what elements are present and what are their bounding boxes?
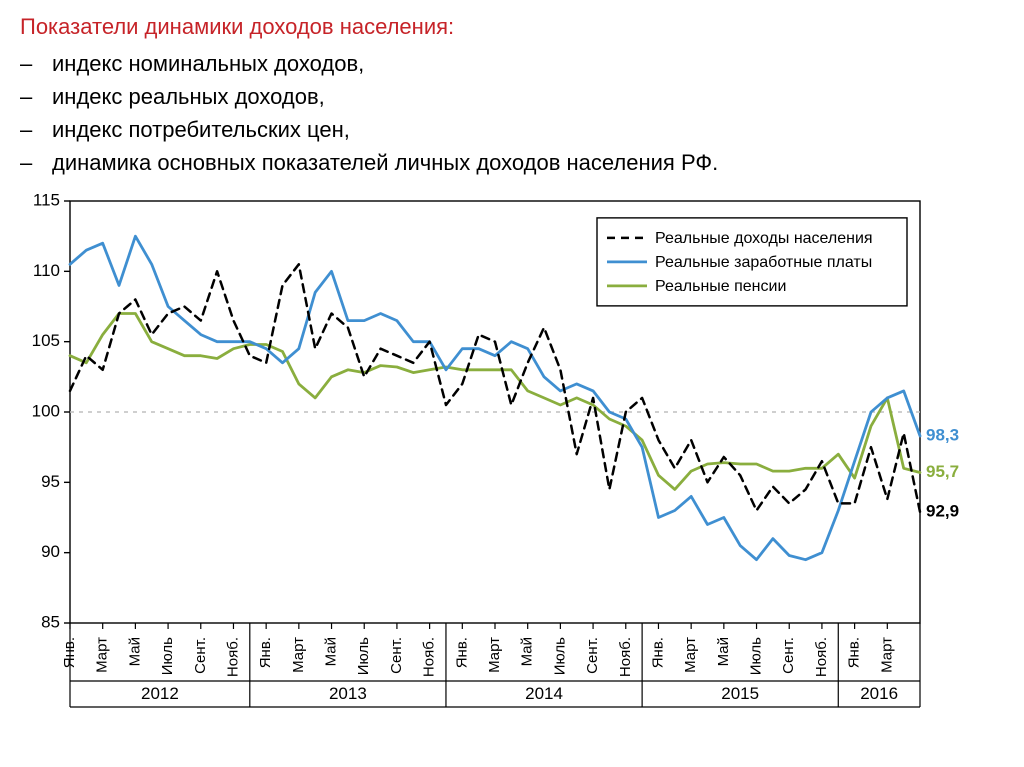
svg-text:Март: Март [290,637,307,673]
income-dynamics-chart: 85 90 95 100 105 110 115 Янв. Март Май Июль Сент. Но… [20,193,980,723]
svg-text:Янв.: Янв. [649,637,666,668]
svg-text:Нояб.: Нояб. [813,637,830,677]
svg-text:Июль: Июль [159,637,176,675]
svg-text:Июль: Июль [355,637,372,675]
page-title: Показатели динамики доходов населения: [20,12,1004,43]
svg-text:Июль: Июль [748,637,765,675]
list-item: –индекс реальных доходов, [20,80,1004,113]
svg-text:90: 90 [41,542,60,561]
svg-text:Нояб.: Нояб. [617,637,634,677]
svg-text:Май: Май [715,637,732,666]
svg-text:2012: 2012 [141,684,179,703]
svg-text:100: 100 [32,401,60,420]
svg-text:2016: 2016 [860,684,898,703]
svg-text:Март: Март [682,637,699,673]
svg-text:Март: Март [486,637,503,673]
svg-text:Май: Май [519,637,536,666]
svg-text:Реальные доходы населения: Реальные доходы населения [655,230,873,247]
svg-text:Янв.: Янв. [846,637,863,668]
svg-text:Май: Май [126,637,143,666]
svg-text:95,7: 95,7 [926,462,959,481]
svg-text:Нояб.: Нояб. [421,637,438,677]
svg-text:2014: 2014 [525,684,563,703]
svg-text:110: 110 [33,261,60,280]
svg-text:Реальные заработные платы: Реальные заработные платы [655,254,872,271]
bullet-list: –индекс номинальных доходов, –индекс реа… [20,47,1004,179]
svg-text:Янв.: Янв. [257,637,274,668]
svg-text:Сент.: Сент. [584,637,601,674]
svg-text:Сент.: Сент. [192,637,209,674]
list-item: –динамика основных показателей личных до… [20,146,1004,179]
svg-text:Сент.: Сент. [780,637,797,674]
list-item: –индекс номинальных доходов, [20,47,1004,80]
svg-text:98,3: 98,3 [926,425,959,444]
svg-text:Янв.: Янв. [453,637,470,668]
svg-text:105: 105 [32,331,60,350]
svg-text:2013: 2013 [329,684,367,703]
svg-text:Март: Март [94,637,111,673]
svg-text:95: 95 [41,472,60,491]
svg-text:Нояб.: Нояб. [224,637,241,677]
list-item: –индекс потребительских цен, [20,113,1004,146]
svg-text:Сент.: Сент. [388,637,405,674]
svg-text:Реальные пенсии: Реальные пенсии [655,278,786,295]
svg-text:Март: Март [878,637,895,673]
svg-text:2015: 2015 [721,684,759,703]
svg-text:Июль: Июль [551,637,568,675]
svg-text:92,9: 92,9 [926,501,959,520]
svg-text:Май: Май [323,637,340,666]
svg-text:115: 115 [33,193,60,209]
svg-text:85: 85 [41,612,60,631]
